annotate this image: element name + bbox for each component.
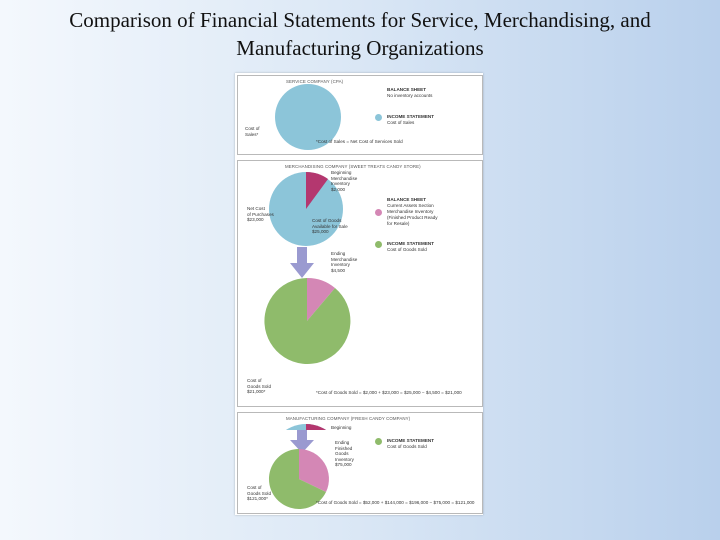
merch-net-cost-label: Net Cost of Purchases $23,000 xyxy=(247,206,274,223)
service-balance-title: BALANCE SHEET xyxy=(387,87,427,92)
merch-footnote: *Cost of Goods Sold = $2,000 + $23,000 =… xyxy=(316,390,462,395)
merch-balance-title: BALANCE SHEET xyxy=(387,197,427,202)
merch-ending-label: Ending Merchandise Inventory $4,500 xyxy=(331,251,358,273)
title-line-1: Comparison of Financial Statements for S… xyxy=(69,8,651,32)
service-cost-of-sales-pie xyxy=(275,84,341,150)
service-company-panel: SERVICE COMPANY (CPA) Cost of Sales* BAL… xyxy=(237,75,483,155)
mfg-ending-label: Ending Finished Goods Inventory $75,000 xyxy=(335,440,354,468)
merch-income-text: Cost of Goods Sold xyxy=(387,247,427,252)
merch-panel-heading: MERCHANDISING COMPANY (SWEET TREATS CAND… xyxy=(285,164,421,169)
merch-balance-line-1: Current Assets Section xyxy=(387,203,434,208)
mfg-cogs-slice xyxy=(268,448,326,509)
mfg-income-title: INCOME STATEMENT xyxy=(387,438,435,443)
merch-beginning-label: Beginning Merchandise Inventory $2,000 xyxy=(331,170,358,192)
mfg-cogs-pie xyxy=(268,448,329,509)
merch-balance-line-2: Merchandise Inventory xyxy=(387,209,434,214)
service-panel-heading: SERVICE COMPANY (CPA) xyxy=(286,79,344,84)
merch-income-title: INCOME STATEMENT xyxy=(387,241,435,246)
mfg-income-swatch xyxy=(375,438,382,445)
mfg-income-text: Cost of Goods Sold xyxy=(387,444,427,449)
manufacturing-lower-section: Ending Finished Goods Inventory $75,000 Cos… xyxy=(237,430,483,514)
mfg-ending-finished-slice xyxy=(299,449,329,492)
service-left-label-line2: Sales* xyxy=(245,131,259,137)
merch-inventory-swatch xyxy=(375,209,382,216)
mfg-footnote: *Cost of Goods Sold = $52,000 + $144,000… xyxy=(316,500,475,505)
merch-flow-arrow xyxy=(290,247,314,278)
mfg-flow-arrow xyxy=(290,430,314,453)
merch-balance-line-4: for Resale) xyxy=(387,221,410,226)
merch-income-swatch xyxy=(375,241,382,248)
service-income-swatch xyxy=(375,114,382,121)
service-income-text: Cost of Sales xyxy=(387,120,415,125)
merchandising-company-panel: MERCHANDISING COMPANY (SWEET TREATS CAND… xyxy=(237,160,483,407)
title-line-2: Manufacturing Organizations xyxy=(236,36,484,60)
merch-balance-line-3: (Finished Product Ready xyxy=(387,215,438,220)
service-pie-circle xyxy=(275,84,341,150)
merch-cogs-pie xyxy=(264,277,351,364)
merch-cogs-slice xyxy=(264,278,351,364)
merch-available-label: Cost of Goods Available for Sale $25,000 xyxy=(312,218,348,235)
merch-ending-inventory-slice xyxy=(307,277,335,321)
service-left-label: Cost of Sales* xyxy=(245,126,260,137)
service-left-label-line1: Cost of xyxy=(245,126,260,131)
merch-beginning-inventory-slice xyxy=(306,171,328,209)
service-footnote: *Cost of Sales = Net Cost of Services So… xyxy=(316,139,403,144)
merch-available-pie xyxy=(269,171,343,246)
mfg-panel-heading: MANUFACTURING COMPANY (FRESH CANDY COMPA… xyxy=(286,416,411,421)
slide-title: Comparison of Financial Statements for S… xyxy=(0,6,720,62)
mfg-cogs-label: Cost of Goods Sold $121,000* xyxy=(247,485,272,502)
merch-cogs-label: Cost of Goods Sold $21,000* xyxy=(247,378,272,395)
service-income-title: INCOME STATEMENT xyxy=(387,114,435,119)
service-balance-text: No inventory accounts xyxy=(387,93,433,98)
